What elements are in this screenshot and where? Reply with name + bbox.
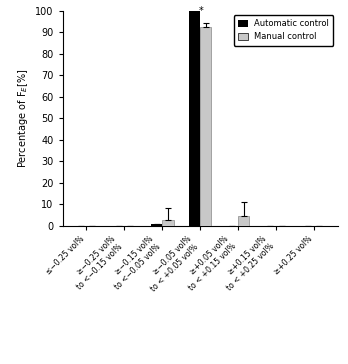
- Bar: [151, 223, 162, 226]
- Bar: [189, 11, 200, 226]
- Text: *: *: [199, 6, 204, 16]
- Bar: [162, 220, 174, 226]
- Bar: [200, 27, 212, 226]
- Y-axis label: Percentage of F$_E$[%]: Percentage of F$_E$[%]: [16, 68, 30, 168]
- Bar: [238, 216, 249, 226]
- Legend: Automatic control, Manual control: Automatic control, Manual control: [234, 15, 333, 46]
